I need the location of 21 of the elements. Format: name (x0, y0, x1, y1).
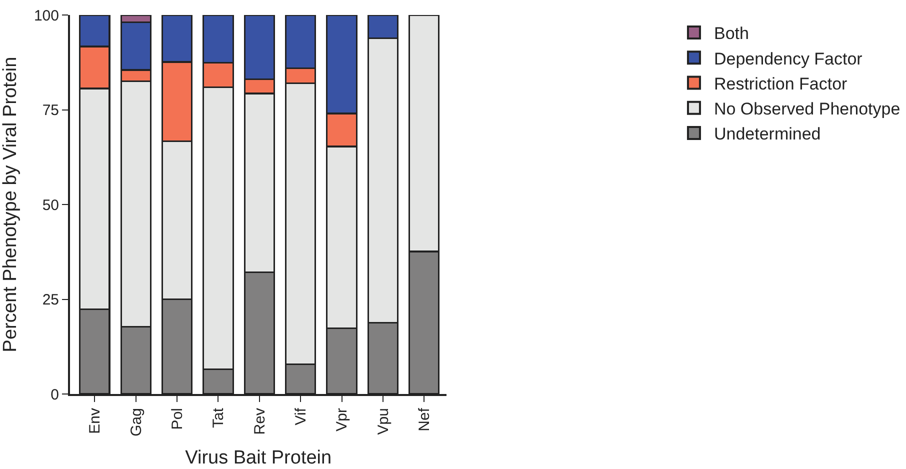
x-tick-label: Rev (251, 408, 268, 435)
x-tick-label: Vpr (334, 408, 351, 432)
y-tick-label: 0 (50, 386, 59, 404)
legend-label: Undetermined (714, 124, 821, 144)
x-tick-label: Tat (210, 407, 228, 428)
x-tick-label: Pol (168, 408, 186, 430)
y-tick-label: 25 (42, 292, 59, 308)
x-tick-label: Nef (416, 407, 433, 432)
x-tick-label: Env (86, 408, 104, 434)
y-axis-title: Percent Phenotype by Viral Protein (0, 56, 21, 352)
x-tick-label: Vpu (374, 408, 392, 435)
x-tick-label: Gag (128, 408, 145, 436)
y-tick-label: 50 (42, 196, 59, 214)
legend-label: No Observed Phenotype (714, 99, 900, 118)
y-tick-label: 100 (34, 7, 59, 24)
legend-label: Restriction Factor (714, 74, 848, 94)
x-axis-title: Virus Bait Protein (185, 448, 332, 469)
y-tick-label: 75 (42, 102, 59, 119)
x-tick-label: Vif (292, 407, 310, 426)
legend-label: Both (714, 24, 749, 44)
legend-label: Dependency Factor (714, 49, 863, 68)
